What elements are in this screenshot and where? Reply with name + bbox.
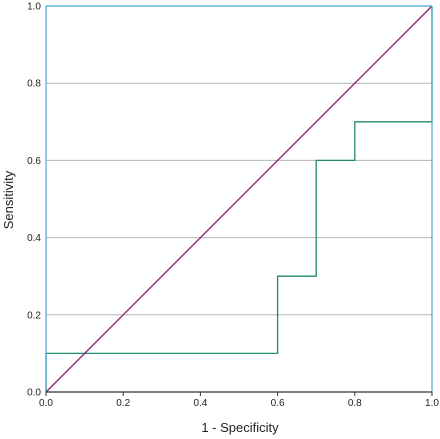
y-axis-title: Sensitivity bbox=[1, 170, 16, 229]
series-layer bbox=[45, 5, 433, 393]
y-tick-label-3: 0.6 bbox=[27, 156, 41, 167]
roc-curve bbox=[45, 6, 433, 392]
x-tick-label-5: 1.0 bbox=[425, 398, 439, 409]
x-axis-title: 1 - Specificity bbox=[201, 420, 279, 435]
y-tick-label-0: 0.0 bbox=[27, 388, 41, 399]
x-tick-label-2: 0.4 bbox=[193, 398, 207, 409]
y-tick-label-1: 0.2 bbox=[27, 310, 41, 321]
y-tick-label-2: 0.4 bbox=[27, 233, 41, 244]
x-tick-label-4: 0.8 bbox=[348, 398, 362, 409]
grid-layer bbox=[46, 82, 432, 316]
x-tick-label-0: 0.0 bbox=[39, 398, 53, 409]
frame-layer bbox=[45, 5, 433, 393]
reference-diagonal bbox=[45, 5, 433, 393]
x-tick-label-1: 0.2 bbox=[116, 398, 130, 409]
tick-layer: 0.0 0.2 0.4 0.6 0.8 1.0 0.0 0.2 0.4 0.6 0.8 1.0 bbox=[27, 2, 439, 410]
x-tick-label-3: 0.6 bbox=[271, 398, 285, 409]
y-tick-label-4: 0.8 bbox=[27, 79, 41, 90]
y-tick-label-5: 1.0 bbox=[27, 2, 41, 13]
